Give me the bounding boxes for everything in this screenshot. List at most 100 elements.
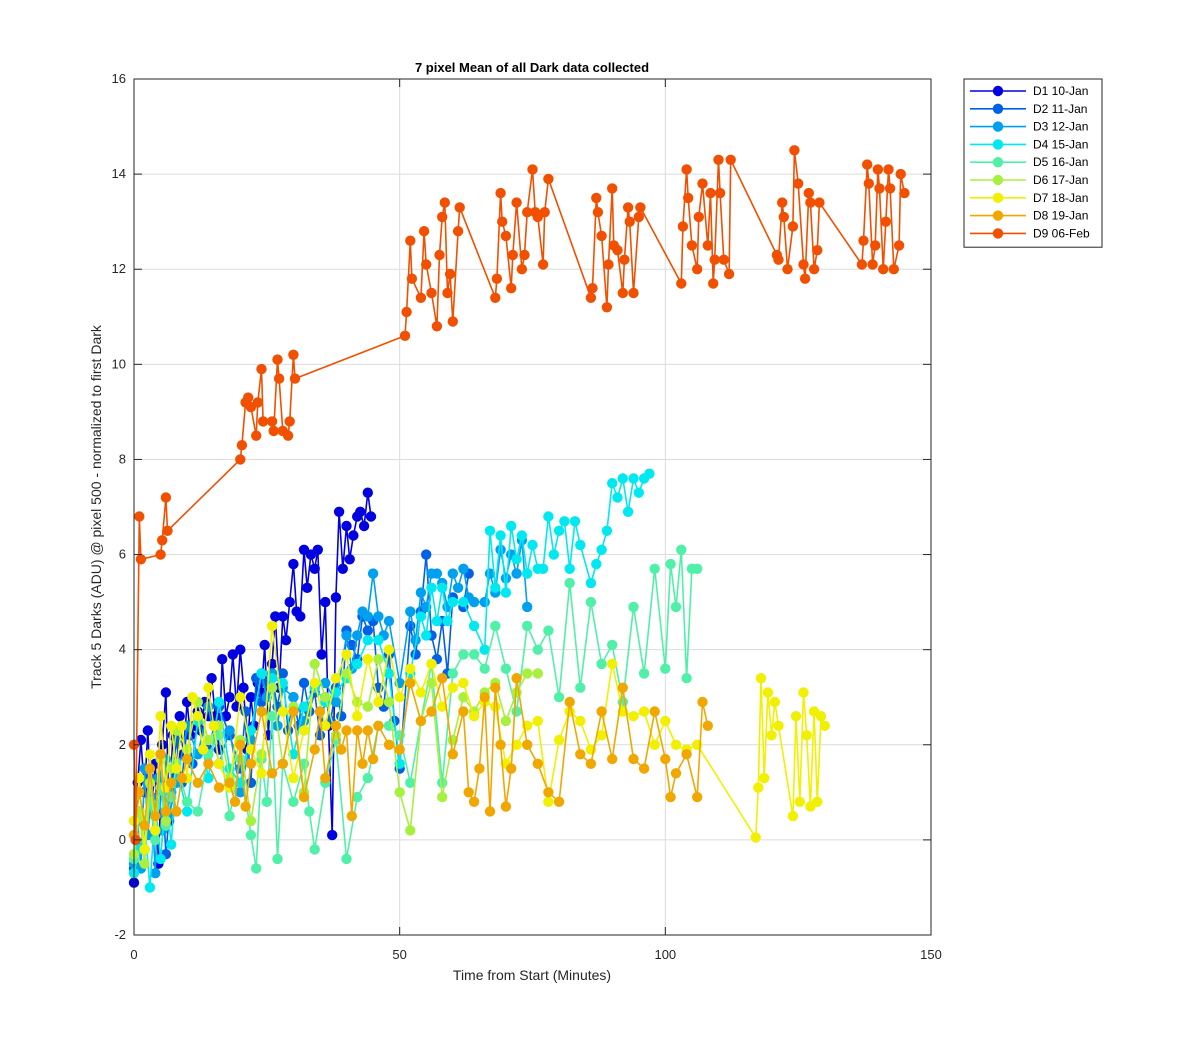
data-point [638, 706, 650, 717]
data-point [217, 654, 228, 665]
data-point [251, 863, 262, 874]
data-point [394, 744, 405, 755]
data-point [320, 692, 331, 703]
data-point [617, 682, 628, 693]
data-point [543, 787, 554, 798]
data-point [692, 264, 703, 275]
data-point [134, 511, 145, 522]
data-point [474, 763, 485, 774]
data-point [628, 753, 639, 765]
data-point [511, 706, 522, 717]
data-point [298, 701, 310, 712]
data-point [596, 658, 607, 670]
data-point [426, 658, 437, 670]
data-point [490, 620, 501, 632]
data-point [431, 568, 443, 579]
data-point [367, 753, 379, 765]
data-point [899, 187, 910, 199]
data-point [362, 654, 373, 665]
data-point [288, 349, 299, 360]
data-point [213, 782, 225, 793]
data-point [692, 791, 703, 803]
data-point [500, 663, 512, 674]
data-point [516, 530, 528, 541]
data-point [591, 558, 602, 570]
data-point [543, 511, 554, 522]
data-point [203, 734, 214, 746]
data-point [309, 677, 320, 689]
data-point [522, 601, 533, 613]
data-point [812, 796, 823, 807]
plot-frame [133, 78, 932, 936]
legend-box [963, 78, 1103, 248]
data-point [539, 207, 550, 218]
data-point [883, 164, 894, 175]
data-point [490, 582, 501, 593]
data-point [575, 749, 586, 760]
data-point [273, 373, 285, 384]
data-point [166, 720, 177, 731]
x-tick-label: 150 [920, 947, 942, 962]
data-point [532, 758, 543, 769]
data-point [468, 620, 480, 632]
data-point [553, 525, 565, 536]
data-point [773, 720, 784, 731]
data-point [320, 677, 331, 689]
data-point [601, 302, 613, 313]
data-point [365, 511, 377, 522]
legend-swatch-marker [992, 174, 1004, 186]
data-point [601, 525, 613, 536]
data-point [358, 520, 370, 532]
data-point [330, 592, 342, 603]
data-point [418, 226, 430, 237]
data-point [256, 749, 267, 760]
data-point [150, 868, 161, 879]
data-point [352, 711, 363, 722]
data-point [213, 696, 225, 708]
data-point [676, 544, 687, 555]
data-point [320, 772, 331, 784]
data-point [383, 615, 395, 627]
data-point [341, 630, 352, 641]
data-point [344, 554, 355, 565]
data-point [203, 758, 214, 769]
data-point [160, 492, 172, 503]
data-point [238, 682, 249, 693]
data-point [495, 530, 506, 541]
data-point [245, 692, 257, 703]
data-point [479, 644, 490, 655]
data-point [139, 820, 150, 831]
data-point [633, 211, 644, 223]
data-point [160, 806, 172, 817]
legend-swatch-marker [992, 157, 1004, 168]
data-point [801, 730, 812, 741]
data-point [762, 687, 774, 698]
data-point [660, 663, 671, 674]
data-point [575, 539, 586, 551]
data-point [683, 192, 694, 204]
data-point [135, 554, 147, 565]
data-point [468, 711, 480, 722]
data-point [713, 154, 724, 165]
data-point [415, 611, 427, 622]
data-point [277, 668, 288, 679]
data-point [383, 739, 395, 750]
data-point [437, 791, 448, 803]
data-point [208, 720, 219, 731]
y-tick-label: 2 [119, 737, 126, 752]
data-point [406, 273, 418, 284]
data-point [320, 596, 331, 608]
legend-item: D1 10-Jan [970, 84, 1088, 98]
legend-swatch-marker [992, 103, 1004, 115]
data-point [405, 663, 416, 674]
data-point [624, 216, 635, 227]
data-point [341, 520, 352, 532]
data-point [266, 620, 278, 632]
data-point [500, 573, 512, 584]
data-point [197, 744, 209, 755]
data-point [224, 810, 235, 822]
data-point [458, 563, 469, 574]
data-point [697, 178, 708, 189]
data-point [421, 549, 432, 560]
data-point [155, 749, 166, 760]
